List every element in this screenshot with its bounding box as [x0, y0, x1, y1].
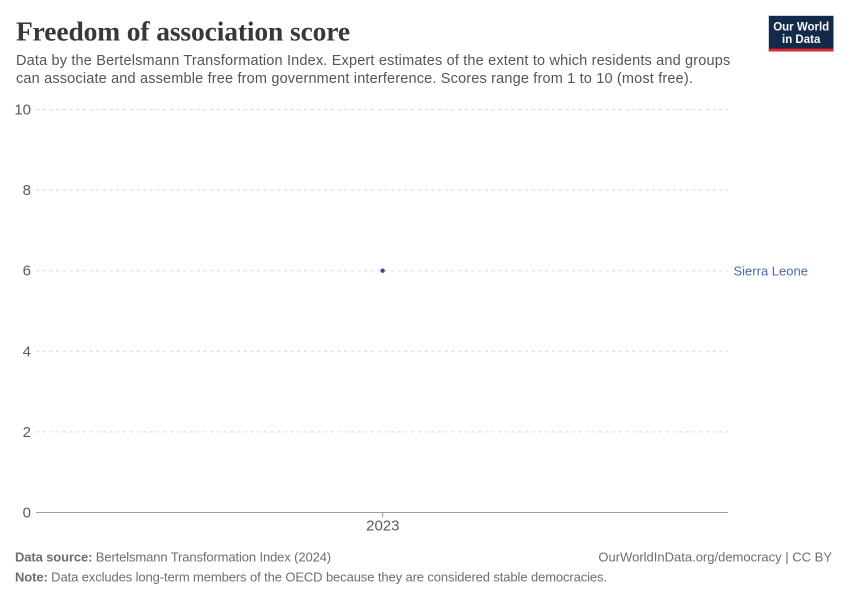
svg-text:Freedom of association score: Freedom of association score: [16, 15, 350, 46]
svg-text:OurWorldInData.org/democracy |: OurWorldInData.org/democracy | CC BY: [598, 549, 832, 564]
svg-text:0: 0: [23, 504, 31, 521]
svg-text:in Data: in Data: [782, 34, 821, 46]
svg-text:Note: Data excludes long-term: Note: Data excludes long-term members of…: [15, 569, 607, 584]
svg-text:2: 2: [23, 424, 31, 441]
svg-text:10: 10: [14, 101, 31, 118]
svg-text:Data by the Bertelsmann Transf: Data by the Bertelsmann Transformation I…: [16, 53, 730, 69]
svg-text:can associate and assemble fre: can associate and assemble free from gov…: [16, 71, 693, 87]
svg-text:Our World: Our World: [773, 22, 829, 34]
svg-text:6: 6: [23, 263, 31, 280]
svg-text:Sierra Leone: Sierra Leone: [734, 264, 808, 279]
svg-text:2023: 2023: [366, 518, 399, 535]
svg-text:4: 4: [23, 343, 31, 360]
svg-text:8: 8: [23, 182, 31, 199]
svg-text:Data source: Bertelsmann Trans: Data source: Bertelsmann Transformation …: [15, 549, 331, 564]
